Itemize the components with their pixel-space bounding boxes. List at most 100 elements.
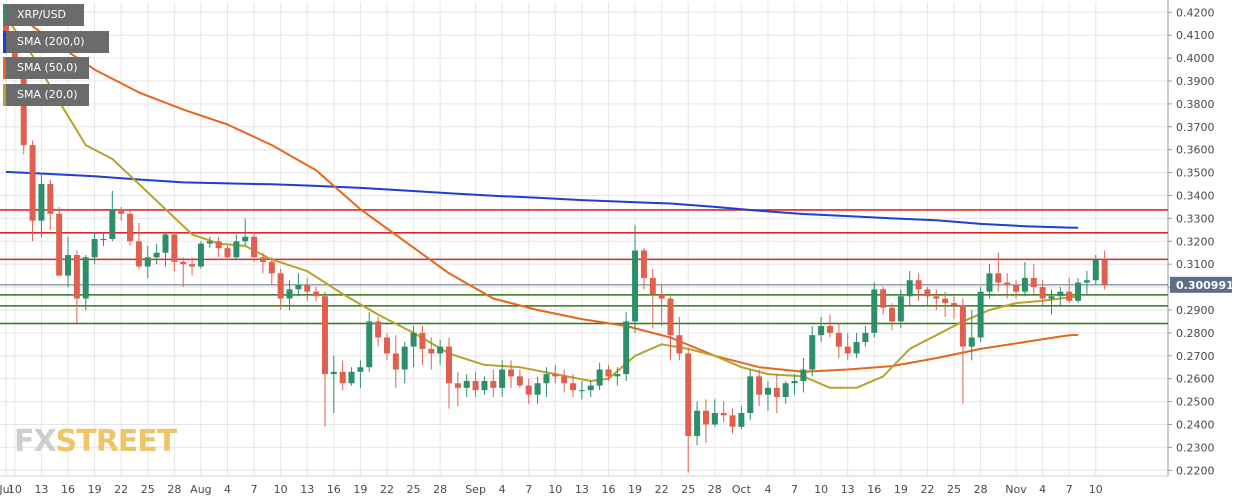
candle-body <box>880 289 887 308</box>
y-tick-label: 0.4100 <box>1176 29 1215 42</box>
x-tick-label: 25 <box>141 483 155 496</box>
x-tick-label: 22 <box>655 483 669 496</box>
candle-body <box>11 39 18 72</box>
candle-body <box>561 376 568 384</box>
y-tick-label: 0.4000 <box>1176 52 1215 65</box>
candle-body <box>20 71 27 146</box>
x-tick-label: 10 <box>548 483 562 496</box>
candle-body <box>286 289 293 299</box>
y-tick-label: 0.2800 <box>1176 327 1215 340</box>
x-tick-label: 19 <box>894 483 908 496</box>
candle-body <box>702 410 709 425</box>
candle-body <box>552 374 559 377</box>
candle-body <box>995 273 1002 283</box>
candle-body <box>924 289 931 297</box>
y-tick-label: 0.2900 <box>1176 304 1215 317</box>
legend-swatch-sma50 <box>3 57 6 79</box>
candle-body <box>47 184 54 214</box>
candle-body <box>454 383 461 388</box>
x-tick-label: 13 <box>300 483 314 496</box>
candle-body <box>375 321 382 338</box>
candle-body <box>135 241 142 267</box>
candle-body <box>348 371 355 384</box>
candle-body <box>366 321 373 368</box>
x-tick-label: 4 <box>1039 483 1046 496</box>
candle-body <box>543 374 550 384</box>
candle-body <box>508 369 515 377</box>
candle-body <box>826 326 833 333</box>
x-tick-label: 25 <box>407 483 421 496</box>
candle-body <box>251 236 258 258</box>
x-tick-label: 13 <box>841 483 855 496</box>
y-tick-label: 0.2600 <box>1176 373 1215 386</box>
candle-body <box>224 248 231 258</box>
legend-item-sma50[interactable]: SMA (50,0) <box>3 57 89 79</box>
legend-item-sma200[interactable]: SMA (200,0) <box>3 30 109 53</box>
sma-line <box>5 4 1079 373</box>
candle-body <box>437 346 444 354</box>
candle-body <box>694 410 701 436</box>
candle-body <box>215 241 222 249</box>
candle-body <box>304 284 311 292</box>
candle-body <box>127 213 134 242</box>
candle-body <box>419 332 426 349</box>
y-tick-label: 0.4200 <box>1176 6 1215 19</box>
candle-body <box>578 390 585 392</box>
current-price-badge <box>1170 276 1232 293</box>
x-tick-label: 16 <box>327 483 341 496</box>
candle-body <box>268 261 275 274</box>
y-tick-label: 0.3400 <box>1176 189 1215 202</box>
candle-body <box>277 273 284 299</box>
x-tick-label: Nov <box>1005 483 1027 496</box>
candle-body <box>1075 282 1082 301</box>
candle-body <box>206 241 213 244</box>
y-tick-label: 0.2200 <box>1176 464 1215 477</box>
candle-body <box>667 298 674 336</box>
x-tick-label: 28 <box>167 483 181 496</box>
candle-body <box>738 413 745 427</box>
legend-swatch-xrpusd <box>3 4 6 26</box>
y-tick-label: 0.3800 <box>1176 98 1215 111</box>
candle-body <box>933 296 940 299</box>
x-tick-label: 7 <box>251 483 258 496</box>
candle-body <box>481 380 488 391</box>
x-tick-label: 7 <box>791 483 798 496</box>
candle-body <box>782 383 789 397</box>
legend-item-sma20[interactable]: SMA (20,0) <box>3 83 89 106</box>
candle-body <box>330 371 337 375</box>
legend-label-xrpusd: XRP/USD <box>17 8 67 21</box>
candle-body <box>321 296 328 375</box>
candle-body <box>871 289 878 333</box>
x-tick-label: 22 <box>114 483 128 496</box>
candle-body <box>65 255 72 276</box>
x-tick-label: 7 <box>1066 483 1073 496</box>
candle-body <box>915 280 922 290</box>
legend-item-xrpusd[interactable]: XRP/USD <box>3 4 84 26</box>
x-tick-label: 19 <box>353 483 367 496</box>
candle-body <box>942 298 949 304</box>
x-tick-label: 4 <box>764 483 771 496</box>
candle-body <box>897 296 904 322</box>
x-tick-label: 13 <box>34 483 48 496</box>
candle-body <box>357 367 364 372</box>
y-tick-label: 0.3900 <box>1176 75 1215 88</box>
candle-body <box>649 277 656 294</box>
legend-swatch-sma200 <box>3 30 6 53</box>
x-tick-label: Oct <box>732 483 752 496</box>
candle-body <box>180 261 187 265</box>
candle-body <box>1066 291 1073 301</box>
candle-body <box>1101 259 1108 285</box>
candle-body <box>490 380 497 388</box>
x-tick-label: 19 <box>628 483 642 496</box>
y-tick-label: 0.3500 <box>1176 167 1215 180</box>
x-tick-label: 28 <box>974 483 988 496</box>
candle-body <box>73 255 80 299</box>
candle-body <box>756 376 763 395</box>
x-tick-label: 10 <box>274 483 288 496</box>
x-tick-label: 13 <box>575 483 589 496</box>
x-tick-label: 10 <box>814 483 828 496</box>
candle-body <box>853 342 860 354</box>
candle-body <box>800 369 807 381</box>
